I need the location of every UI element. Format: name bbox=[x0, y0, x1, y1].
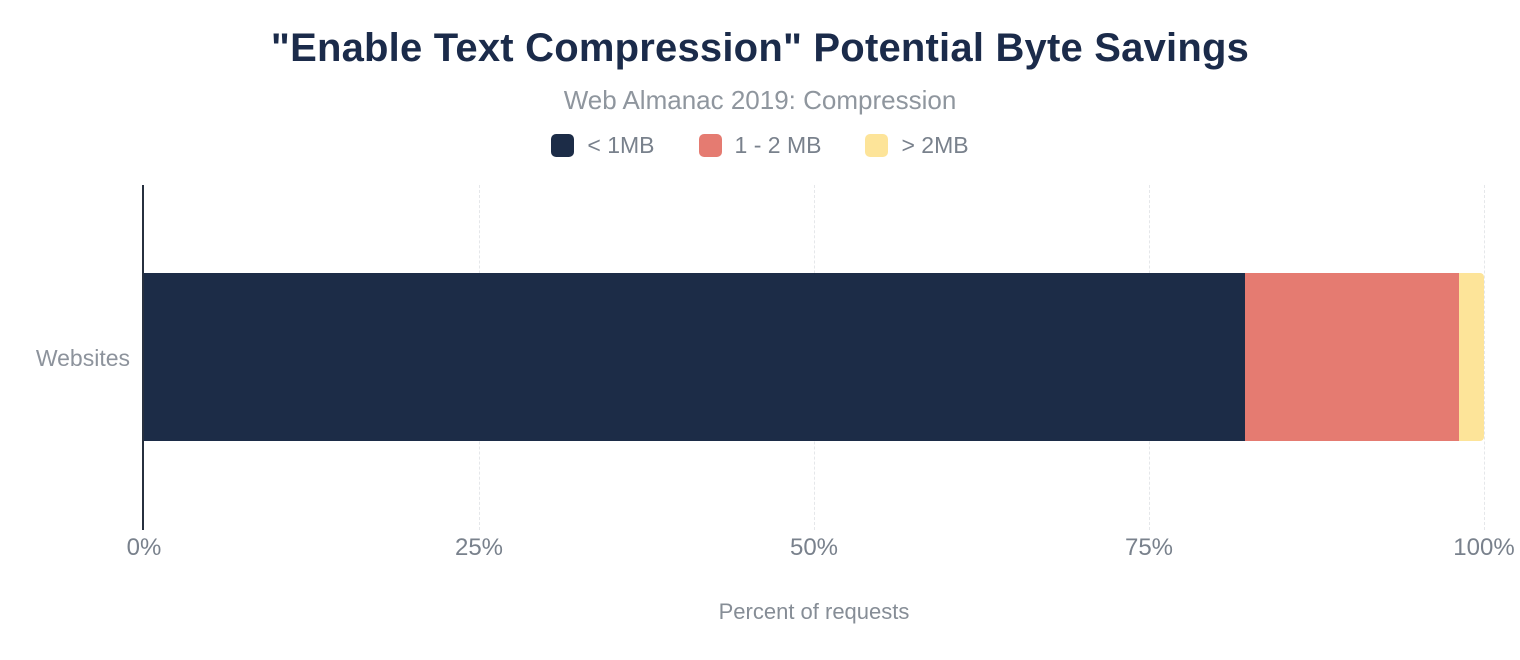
y-category-label-websites: Websites bbox=[35, 345, 130, 371]
legend-swatch-lt-1mb bbox=[551, 133, 575, 157]
legend-label-lt-1mb: < 1MB bbox=[587, 132, 655, 158]
stacked-bar bbox=[144, 273, 1484, 441]
legend-swatch-1-2mb bbox=[698, 133, 722, 157]
legend: < 1MB 1 - 2 MB > 2MB bbox=[0, 133, 1520, 157]
legend-label-1-2mb: 1 - 2 MB bbox=[734, 132, 822, 158]
chart-title: "Enable Text Compression" Potential Byte… bbox=[270, 26, 1250, 70]
bar-segment-0 bbox=[144, 273, 1246, 441]
bar-segment-2 bbox=[1458, 273, 1484, 441]
legend-item-1-2mb: 1 - 2 MB bbox=[698, 132, 822, 158]
x-tick-75: 75% bbox=[1124, 534, 1174, 561]
bar-segment-1 bbox=[1245, 273, 1459, 441]
chart-subtitle: Web Almanac 2019: Compression bbox=[563, 85, 957, 115]
legend-item-gt-2mb: > 2MB bbox=[865, 132, 969, 158]
x-tick-25: 25% bbox=[454, 534, 504, 561]
plot-area bbox=[142, 185, 1485, 530]
x-axis-ticks: 0% 25% 50% 75% 100% bbox=[127, 534, 1515, 564]
legend-item-lt-1mb: < 1MB bbox=[551, 132, 655, 158]
y-axis-line bbox=[142, 185, 144, 530]
x-axis-title: Percent of requests bbox=[718, 599, 910, 624]
x-tick-100: 100% bbox=[1453, 534, 1515, 561]
x-tick-50: 50% bbox=[789, 534, 839, 561]
legend-label-gt-2mb: > 2MB bbox=[901, 132, 969, 158]
legend-swatch-gt-2mb bbox=[865, 133, 889, 157]
x-tick-0: 0% bbox=[126, 534, 162, 561]
gridline-100pct bbox=[1484, 185, 1485, 530]
